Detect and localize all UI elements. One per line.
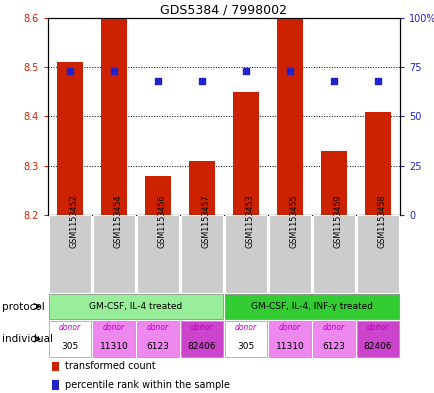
Text: GM-CSF, IL-4 treated: GM-CSF, IL-4 treated xyxy=(89,302,182,311)
Bar xyxy=(49,215,91,293)
Bar xyxy=(181,215,223,293)
Bar xyxy=(57,62,83,215)
Bar xyxy=(232,92,259,215)
Text: donor: donor xyxy=(234,323,256,332)
Text: GSM1153458: GSM1153458 xyxy=(377,195,386,248)
Bar xyxy=(137,215,179,293)
Text: GSM1153453: GSM1153453 xyxy=(246,195,254,248)
Bar xyxy=(137,321,179,357)
Text: 11310: 11310 xyxy=(275,342,304,351)
Bar xyxy=(51,362,59,371)
Bar xyxy=(224,294,398,319)
Text: 305: 305 xyxy=(61,342,79,351)
Text: GM-CSF, IL-4, INF-γ treated: GM-CSF, IL-4, INF-γ treated xyxy=(250,302,372,311)
Point xyxy=(110,68,117,74)
Bar xyxy=(93,321,135,357)
Bar xyxy=(224,215,266,293)
Text: 305: 305 xyxy=(237,342,254,351)
Point xyxy=(374,78,381,84)
Text: donor: donor xyxy=(191,323,213,332)
Text: 82406: 82406 xyxy=(187,342,216,351)
Bar xyxy=(276,18,302,215)
Text: donor: donor xyxy=(366,323,388,332)
Bar xyxy=(312,215,354,293)
Text: GSM1153455: GSM1153455 xyxy=(289,195,298,248)
Bar xyxy=(49,321,91,357)
Bar xyxy=(93,215,135,293)
Text: GSM1153459: GSM1153459 xyxy=(333,195,342,248)
Point xyxy=(154,78,161,84)
Bar xyxy=(51,380,59,389)
Text: GSM1153457: GSM1153457 xyxy=(201,195,210,248)
Bar xyxy=(356,321,398,357)
Point xyxy=(330,78,337,84)
Text: GSM1153456: GSM1153456 xyxy=(158,195,167,248)
Text: donor: donor xyxy=(147,323,169,332)
Text: 6123: 6123 xyxy=(146,342,169,351)
Text: donor: donor xyxy=(103,323,125,332)
Bar xyxy=(356,215,398,293)
Text: donor: donor xyxy=(59,323,81,332)
Bar xyxy=(312,321,354,357)
Bar xyxy=(188,161,215,215)
Text: 82406: 82406 xyxy=(363,342,391,351)
Text: 6123: 6123 xyxy=(322,342,345,351)
Bar xyxy=(224,321,266,357)
Bar xyxy=(49,294,223,319)
Point xyxy=(198,78,205,84)
Bar xyxy=(268,215,310,293)
Bar xyxy=(364,112,390,215)
Point xyxy=(286,68,293,74)
Point xyxy=(242,68,249,74)
Bar xyxy=(320,151,346,215)
Text: donor: donor xyxy=(278,323,300,332)
Bar xyxy=(101,18,127,215)
Bar xyxy=(268,321,310,357)
Text: GSM1153452: GSM1153452 xyxy=(70,195,79,248)
Text: transformed count: transformed count xyxy=(65,362,155,371)
Text: protocol: protocol xyxy=(2,301,45,312)
Point xyxy=(66,68,73,74)
Bar xyxy=(145,176,171,215)
Text: 11310: 11310 xyxy=(99,342,128,351)
Text: donor: donor xyxy=(322,323,344,332)
Text: individual: individual xyxy=(2,334,53,344)
Title: GDS5384 / 7998002: GDS5384 / 7998002 xyxy=(160,4,287,17)
Bar xyxy=(181,321,223,357)
Text: percentile rank within the sample: percentile rank within the sample xyxy=(65,380,229,389)
Text: GSM1153454: GSM1153454 xyxy=(114,195,123,248)
